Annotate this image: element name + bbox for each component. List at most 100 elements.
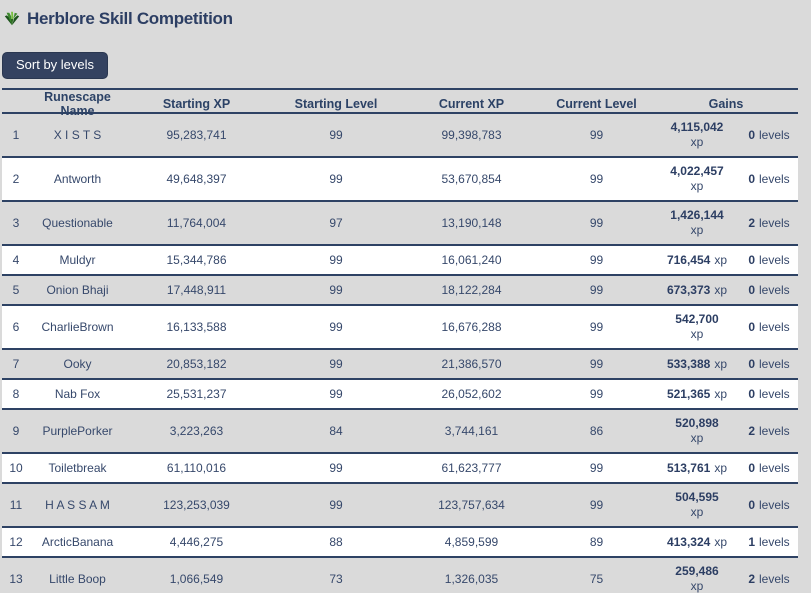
- current-xp-cell: 99,398,783: [441, 128, 502, 142]
- levels-gain-cell: 0 levels: [740, 127, 798, 142]
- current-level-cell: 99: [589, 357, 604, 371]
- levels-unit-label: levels: [759, 534, 790, 549]
- competition-table: Runescape Name Starting XP Starting Leve…: [2, 88, 798, 593]
- levels-gain-cell: 0 levels: [740, 171, 798, 186]
- xp-unit-label: xp: [690, 505, 704, 519]
- levels-unit-label: levels: [759, 215, 790, 230]
- levels-unit-label: levels: [759, 356, 790, 371]
- levels-gain-value: 2: [748, 571, 755, 586]
- table-row: 2 Antworth 49,648,397 99 53,670,854 99 4…: [2, 158, 798, 202]
- xp-gain-value: 520,898: [675, 416, 719, 430]
- levels-unit-label: levels: [759, 282, 790, 297]
- current-level-cell: 99: [589, 387, 604, 401]
- xp-unit-label: xp: [690, 223, 704, 237]
- levels-gain-cell: 0 levels: [740, 387, 798, 401]
- current-xp-cell: 16,061,240: [441, 253, 502, 267]
- current-xp-cell: 3,744,161: [444, 424, 499, 438]
- herblore-leaf-icon: [4, 11, 20, 26]
- current-xp-cell: 123,757,634: [438, 498, 505, 512]
- starting-xp-cell: 61,110,016: [166, 461, 227, 475]
- player-name: Toiletbreak: [48, 461, 107, 475]
- player-name: Antworth: [53, 172, 102, 186]
- current-xp-cell: 4,859,599: [444, 535, 499, 549]
- player-name: Little Boop: [49, 572, 106, 586]
- levels-gain-cell: 0 levels: [740, 461, 798, 475]
- rank-cell: 6: [12, 320, 20, 334]
- starting-xp-cell: 3,223,263: [169, 424, 224, 438]
- player-name: Onion Bhaji: [46, 283, 109, 297]
- xp-gain-value: 513,761: [666, 460, 711, 475]
- current-level-cell: 99: [589, 320, 604, 334]
- xp-gain-cell: 673,373 xp: [654, 282, 740, 297]
- levels-unit-label: levels: [759, 127, 790, 142]
- rank-cell: 3: [12, 216, 20, 230]
- table-row: 7 Ooky 20,853,182 99 21,386,570 99 533,3…: [2, 350, 798, 380]
- xp-unit-label: xp: [690, 579, 704, 593]
- levels-unit-label: levels: [759, 171, 790, 186]
- sort-by-levels-button[interactable]: Sort by levels: [2, 52, 109, 79]
- rank-cell: 9: [12, 424, 20, 438]
- rank-cell: 8: [12, 387, 20, 401]
- table-row: 13 Little Boop 1,066,549 73 1,326,035 75…: [2, 558, 798, 593]
- xp-gain-cell: 542,700 xp: [654, 313, 740, 341]
- xp-gain-value: 4,022,457: [670, 164, 724, 178]
- levels-gain-cell: 0 levels: [740, 498, 798, 512]
- rank-cell: 7: [12, 357, 20, 371]
- levels-gain-cell: 1 levels: [740, 534, 798, 549]
- current-level-cell: 99: [589, 172, 604, 186]
- table-row: 6 CharlieBrown 16,133,588 99 16,676,288 …: [2, 306, 798, 350]
- levels-gain-value: 0: [748, 127, 755, 142]
- current-level-cell: 89: [589, 535, 604, 549]
- levels-gain-cell: 0 levels: [740, 252, 798, 267]
- current-xp-cell: 18,122,284: [441, 283, 502, 297]
- xp-gain-cell: 4,022,457 xp: [654, 165, 740, 193]
- xp-gain-value: 259,486: [675, 564, 719, 578]
- xp-gain-cell: 1,426,144 xp: [654, 209, 740, 237]
- xp-gain-value: 521,365: [666, 386, 711, 401]
- levels-gain-value: 2: [748, 423, 755, 438]
- levels-gain-value: 0: [748, 252, 755, 267]
- current-level-cell: 75: [589, 572, 604, 586]
- current-xp-cell: 61,623,777: [441, 461, 502, 475]
- starting-xp-cell: 123,253,039: [163, 498, 230, 512]
- starting-level-cell: 99: [329, 461, 343, 475]
- starting-xp-cell: 15,344,786: [166, 253, 227, 267]
- xp-gain-cell: 4,115,042 xp: [654, 121, 740, 149]
- xp-gain-cell: 504,595 xp: [654, 491, 740, 519]
- xp-gain-value: 533,388: [666, 356, 711, 371]
- levels-gain-value: 0: [748, 319, 755, 334]
- xp-gain-value: 542,700: [675, 312, 719, 326]
- xp-unit-label: xp: [690, 327, 704, 341]
- table-row: 4 Muldyr 15,344,786 99 16,061,240 99 716…: [2, 246, 798, 276]
- gains-column-header: Gains: [708, 97, 744, 111]
- starting-level-cell: 97: [329, 216, 343, 230]
- player-name: Nab Fox: [54, 387, 101, 401]
- levels-gain-value: 0: [748, 171, 755, 186]
- levels-gain-cell: 2 levels: [740, 571, 798, 586]
- name-column-header: Runescape Name: [44, 90, 111, 118]
- current-level-cell: 99: [589, 253, 604, 267]
- levels-gain-cell: 0 levels: [740, 282, 798, 297]
- starting-xp-cell: 49,648,397: [166, 172, 227, 186]
- xp-unit-label: xp: [690, 431, 704, 445]
- player-name: PurplePorker: [42, 424, 113, 438]
- levels-gain-value: 0: [748, 356, 755, 371]
- player-name: ArcticBanana: [41, 535, 114, 549]
- levels-gain-value: 1: [748, 534, 755, 549]
- xp-gain-cell: 520,898 xp: [654, 417, 740, 445]
- levels-unit-label: levels: [759, 319, 790, 334]
- player-name: X I S T S: [53, 128, 102, 142]
- rank-cell: 12: [9, 535, 23, 549]
- starting-level-cell: 99: [329, 357, 343, 371]
- xp-gain-cell: 259,486 xp: [654, 565, 740, 593]
- player-name: Muldyr: [59, 253, 96, 267]
- xp-gain-value: 716,454: [666, 252, 711, 267]
- starting-xp-column-header: Starting XP: [162, 97, 231, 111]
- levels-gain-cell: 2 levels: [740, 423, 798, 438]
- xp-gain-cell: 533,388 xp: [654, 356, 740, 371]
- current-xp-cell: 21,386,570: [441, 357, 502, 371]
- rank-cell: 4: [12, 253, 20, 267]
- xp-gain-value: 4,115,042: [670, 120, 724, 134]
- starting-level-cell: 99: [329, 128, 343, 142]
- xp-unit-label: xp: [714, 282, 728, 297]
